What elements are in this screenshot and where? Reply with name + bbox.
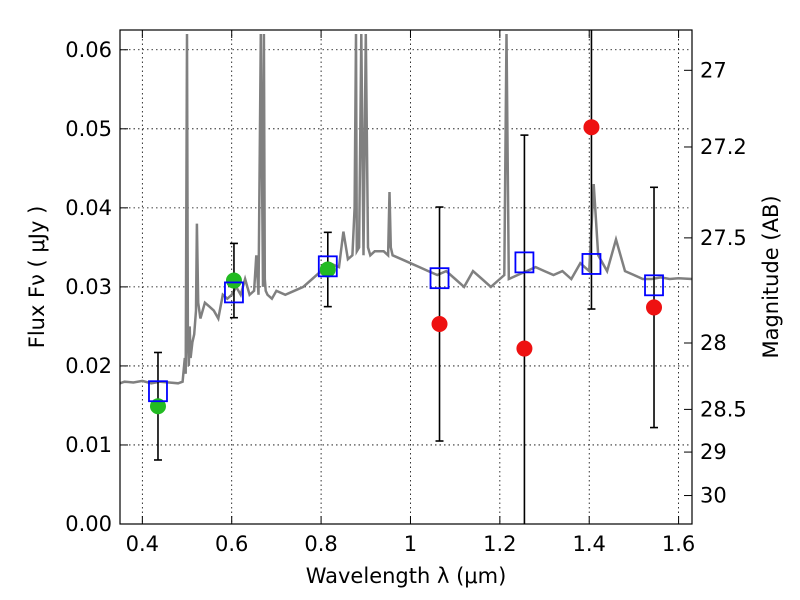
detected-point — [319, 261, 336, 278]
y-axis-title: Flux Fν ( μJy ) — [25, 206, 49, 349]
right-tick-label: 30 — [700, 484, 727, 508]
model-point — [317, 255, 338, 278]
y-tick-label: 0.05 — [65, 117, 112, 141]
x-tick-label: 1.2 — [483, 532, 516, 556]
right-tick-label: 28.5 — [700, 397, 747, 421]
x-tick-label: 0.8 — [304, 532, 337, 556]
x-tick-label: 1 — [404, 532, 417, 556]
x-tick-label: 1.6 — [662, 532, 695, 556]
model-point — [224, 281, 244, 304]
model-point — [148, 380, 168, 403]
other-point — [516, 340, 533, 357]
y-tick-label: 0.02 — [65, 354, 112, 378]
right-axis-ticks: 27 27.2 27.5 28 28.5 29 30 — [684, 58, 747, 508]
other-point — [646, 299, 663, 316]
right-tick-label: 29 — [700, 440, 727, 464]
y-tick-label: 0.03 — [65, 275, 112, 299]
model-point — [581, 253, 602, 275]
right-tick-label: 28 — [700, 331, 727, 355]
x-axis-ticks: 0.4 0.6 0.8 1 1.2 1.4 1.6 — [126, 30, 695, 556]
detected-point — [149, 398, 166, 415]
y-tick-label: 0.00 — [65, 512, 112, 536]
model-point — [514, 251, 535, 274]
model-points — [148, 251, 664, 403]
grid — [120, 30, 692, 525]
x-axis-title: Wavelength λ (μm) — [306, 564, 507, 588]
spectrum-line — [120, 33, 692, 385]
right-tick-label: 27.2 — [700, 135, 747, 159]
model-point — [644, 274, 664, 297]
right-tick-label: 27.5 — [700, 226, 747, 250]
y-tick-label: 0.06 — [65, 38, 112, 62]
right-axis-title: Magnitude (AB) — [759, 195, 783, 358]
other-point — [431, 316, 448, 333]
x-tick-label: 0.6 — [215, 532, 248, 556]
other-point — [583, 119, 600, 136]
detected-point — [225, 272, 242, 289]
x-tick-label: 0.4 — [126, 532, 159, 556]
right-tick-label: 27 — [700, 58, 727, 82]
model-point — [429, 267, 450, 290]
plot-frame — [119, 29, 693, 525]
detected-points — [149, 261, 336, 415]
y-axis-ticks: 0.00 0.01 0.02 0.03 0.04 0.05 0.06 — [65, 38, 128, 536]
other-points — [431, 119, 663, 357]
x-tick-label: 1.4 — [573, 532, 606, 556]
y-tick-label: 0.04 — [65, 196, 112, 220]
y-tick-label: 0.01 — [65, 433, 112, 457]
